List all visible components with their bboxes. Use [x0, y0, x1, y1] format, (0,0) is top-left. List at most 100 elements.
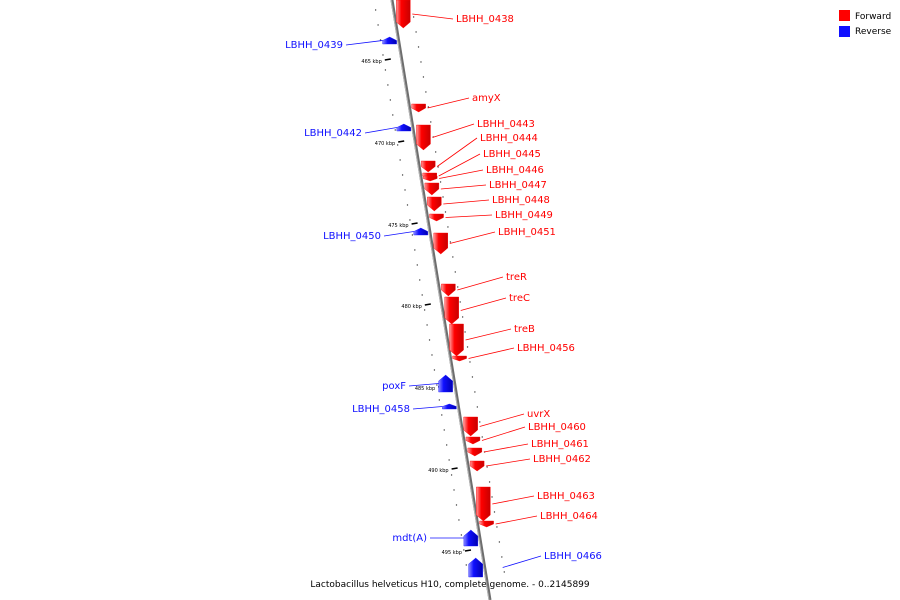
minor-tick	[428, 339, 431, 341]
minor-tick	[382, 54, 384, 56]
minor-tick	[496, 526, 498, 528]
legend-label-reverse: Reverse	[855, 27, 892, 37]
gene-label-lbhh-0445[interactable]: LBHH_0445	[483, 149, 541, 160]
gene-feature-treb[interactable]	[449, 323, 464, 357]
gene-leader-lbhh-0456	[468, 347, 515, 359]
minor-tick	[481, 436, 483, 438]
scale-label: 495 kbp	[442, 550, 462, 556]
gene-label-amyx[interactable]: amyX	[472, 93, 501, 104]
gene-label-lbhh-0463[interactable]: LBHH_0463	[537, 491, 595, 502]
gene-leader-lbhh-0466	[502, 555, 542, 568]
scale-tick	[384, 58, 391, 61]
scale-label: 490 kbp	[428, 468, 448, 474]
gene-leader-treb	[465, 328, 512, 341]
gene-feature-lbhh-0448[interactable]	[427, 196, 442, 212]
gene-label-lbhh-0448[interactable]: LBHH_0448	[492, 195, 550, 206]
gene-label-lbhh-0456[interactable]: LBHH_0456	[517, 343, 575, 354]
gene-label-lbhh-0450[interactable]: LBHH_0450	[323, 231, 381, 242]
minor-tick	[389, 99, 392, 101]
gene-feature-lbhh-0438[interactable]	[396, 0, 411, 29]
gene-label-lbhh-0444[interactable]: LBHH_0444	[480, 133, 538, 144]
minor-tick	[459, 301, 461, 303]
minor-tick	[384, 69, 387, 71]
gene-label-lbhh-0451[interactable]: LBHH_0451	[498, 227, 556, 238]
gene-feature-lbhh-0460[interactable]	[465, 436, 481, 445]
gene-feature-lbhh-0449[interactable]	[429, 213, 444, 222]
gene-label-lbhh-0443[interactable]: LBHH_0443	[477, 119, 535, 130]
minor-tick	[461, 316, 464, 318]
gene-label-uvrx[interactable]: uvrX	[527, 409, 550, 420]
gene-feature-lbhh-0443[interactable]	[416, 124, 431, 151]
gene-feature-lbhh-0439[interactable]	[382, 36, 397, 45]
legend-swatch-reverse	[839, 26, 850, 37]
gene-label-lbhh-0447[interactable]: LBHH_0447	[489, 180, 547, 191]
gene-leader-lbhh-0460	[481, 426, 526, 441]
gene-label-lbhh-0461[interactable]: LBHH_0461	[531, 439, 589, 450]
gene-feature-lbhh-0464[interactable]	[479, 520, 494, 528]
gene-label-lbhh-0458[interactable]: LBHH_0458	[352, 404, 410, 415]
gene-leader-poxf	[408, 383, 439, 387]
gene-feature-lbhh-0451[interactable]	[433, 232, 448, 255]
gene-label-poxf[interactable]: poxF	[382, 381, 406, 392]
minor-tick	[437, 166, 439, 168]
gene-label-trer[interactable]: treR	[506, 272, 527, 283]
gene-feature-amyx[interactable]	[411, 103, 426, 113]
gene-label-lbhh-0438[interactable]: LBHH_0438	[456, 14, 514, 25]
minor-tick	[474, 391, 476, 393]
minor-tick	[476, 406, 479, 408]
gene-leader-lbhh-0450	[383, 231, 414, 237]
minor-tick	[486, 466, 488, 468]
gene-feature-lbhh-0446[interactable]	[422, 175, 438, 182]
minor-tick	[463, 549, 465, 551]
scale-label: 485 kbp	[415, 386, 435, 392]
minor-tick	[498, 541, 501, 543]
minor-tick	[434, 151, 437, 153]
gene-label-trec[interactable]: treC	[509, 293, 530, 304]
gene-label-lbhh-0466[interactable]: LBHH_0466	[544, 551, 602, 562]
gene-label-lbhh-0442[interactable]: LBHH_0442	[304, 128, 362, 139]
gene-label-treb[interactable]: treB	[514, 324, 535, 335]
minor-tick	[493, 511, 496, 513]
gene-feature-trec[interactable]	[444, 296, 459, 325]
minor-tick	[447, 226, 449, 228]
gene-feature-lbhh-0444[interactable]	[420, 160, 436, 173]
minor-tick	[401, 174, 404, 176]
gene-feature-trer[interactable]	[441, 283, 456, 297]
gene-feature-lbhh-0456[interactable]	[452, 355, 467, 362]
gene-feature-lbhh-0466[interactable]	[468, 557, 483, 578]
legend-swatch-forward	[839, 10, 850, 21]
gene-feature-lbhh-0450[interactable]	[413, 227, 429, 236]
gene-leader-lbhh-0446	[439, 169, 484, 179]
gene-label-lbhh-0446[interactable]: LBHH_0446	[486, 165, 544, 176]
minor-tick	[396, 144, 399, 146]
minor-tick	[445, 444, 448, 446]
minor-tick	[425, 91, 427, 93]
gene-feature-lbhh-0463[interactable]	[476, 486, 491, 522]
gene-label-lbhh-0460[interactable]: LBHH_0460	[528, 422, 586, 433]
gene-feature-uvrx[interactable]	[463, 416, 478, 437]
gene-feature-lbhh-0462[interactable]	[469, 460, 485, 472]
gene-feature-poxf[interactable]	[438, 374, 453, 393]
gene-feature-lbhh-0447[interactable]	[424, 182, 440, 196]
gene-leader-amyx	[427, 97, 470, 109]
gene-label-lbhh-0439[interactable]: LBHH_0439	[285, 40, 343, 51]
gene-feature-lbhh-0461[interactable]	[467, 447, 483, 457]
minor-tick	[457, 286, 459, 288]
minor-tick	[411, 234, 414, 236]
scale-tick	[464, 549, 472, 552]
minor-tick	[439, 181, 442, 183]
gene-label-lbhh-0464[interactable]: LBHH_0464	[540, 511, 598, 522]
minor-tick	[448, 459, 450, 461]
gene-feature-mdt-a[interactable]	[463, 529, 479, 547]
genome-caption: Lactobacillus helveticus H10, complete g…	[310, 580, 590, 590]
gene-feature-lbhh-0458[interactable]	[442, 403, 457, 410]
gene-leader-lbhh-0445	[438, 153, 481, 177]
minor-tick	[377, 24, 379, 26]
minor-tick	[444, 211, 447, 213]
gene-label-lbhh-0462[interactable]: LBHH_0462	[533, 454, 591, 465]
gene-label-mdt-a[interactable]: mdt(A)	[392, 533, 427, 544]
gene-label-lbhh-0449[interactable]: LBHH_0449	[495, 210, 553, 221]
gene-feature-lbhh-0442[interactable]	[396, 123, 412, 132]
minor-tick	[421, 294, 423, 296]
